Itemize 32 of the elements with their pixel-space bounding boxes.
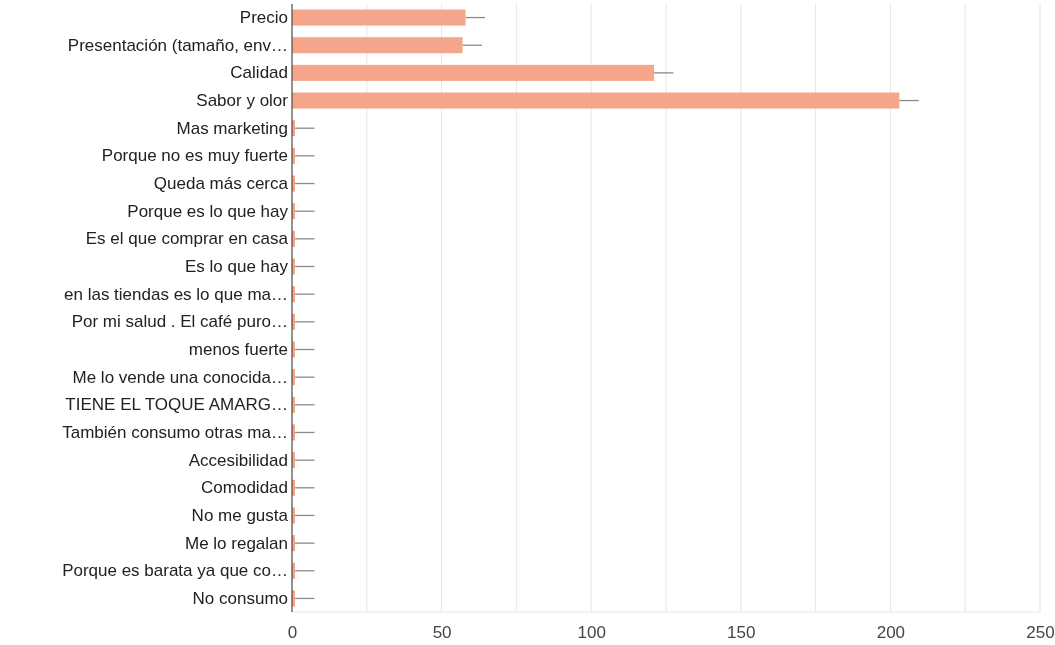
y-tick-label: No consumo: [192, 588, 288, 608]
x-tick-label: 150: [727, 623, 756, 643]
y-tick-label: Presentación (tamaño, env…: [67, 35, 288, 55]
y-tick-label: Precio: [239, 7, 288, 27]
y-tick-label: Porque es barata ya que co…: [62, 561, 288, 581]
y-tick-label: Es el que comprar en casa: [85, 229, 289, 249]
y-tick-label: Me lo regalan: [184, 533, 288, 553]
x-tick-label: 0: [287, 623, 298, 643]
y-tick-label: Calidad: [230, 63, 288, 83]
y-tick-label: Porque no es muy fuerte: [101, 146, 288, 166]
x-tick-label: 200: [876, 623, 906, 643]
y-tick-label: Queda más cerca: [153, 173, 289, 193]
y-tick-label: Comodidad: [201, 478, 288, 498]
y-tick-label: Accesibilidad: [188, 450, 288, 470]
x-tick-label: 50: [432, 623, 452, 643]
y-tick-label: Me lo vende una conocida…: [72, 367, 288, 387]
y-tick-label: TIENE EL TOQUE AMARG…: [65, 395, 288, 415]
y-tick-label: Es lo que hay: [184, 256, 289, 276]
bar: [292, 9, 466, 26]
y-tick-label: Mas marketing: [176, 118, 288, 138]
x-tick-label: 100: [577, 623, 606, 643]
y-tick-label: Sabor y olor: [196, 90, 289, 110]
bar: [292, 37, 463, 54]
y-tick-label: Porque es lo que hay: [127, 201, 289, 221]
x-tick-label: 250: [1026, 623, 1055, 643]
y-tick-label: También consumo otras ma…: [62, 422, 288, 442]
y-tick-label: Por mi salud . El café puro…: [71, 312, 288, 332]
y-tick-label: No me gusta: [191, 505, 289, 525]
y-tick-label: menos fuerte: [188, 339, 288, 359]
bar: [292, 64, 655, 81]
y-tick-label: en las tiendas es lo que ma…: [64, 284, 288, 304]
bar: [292, 92, 900, 109]
